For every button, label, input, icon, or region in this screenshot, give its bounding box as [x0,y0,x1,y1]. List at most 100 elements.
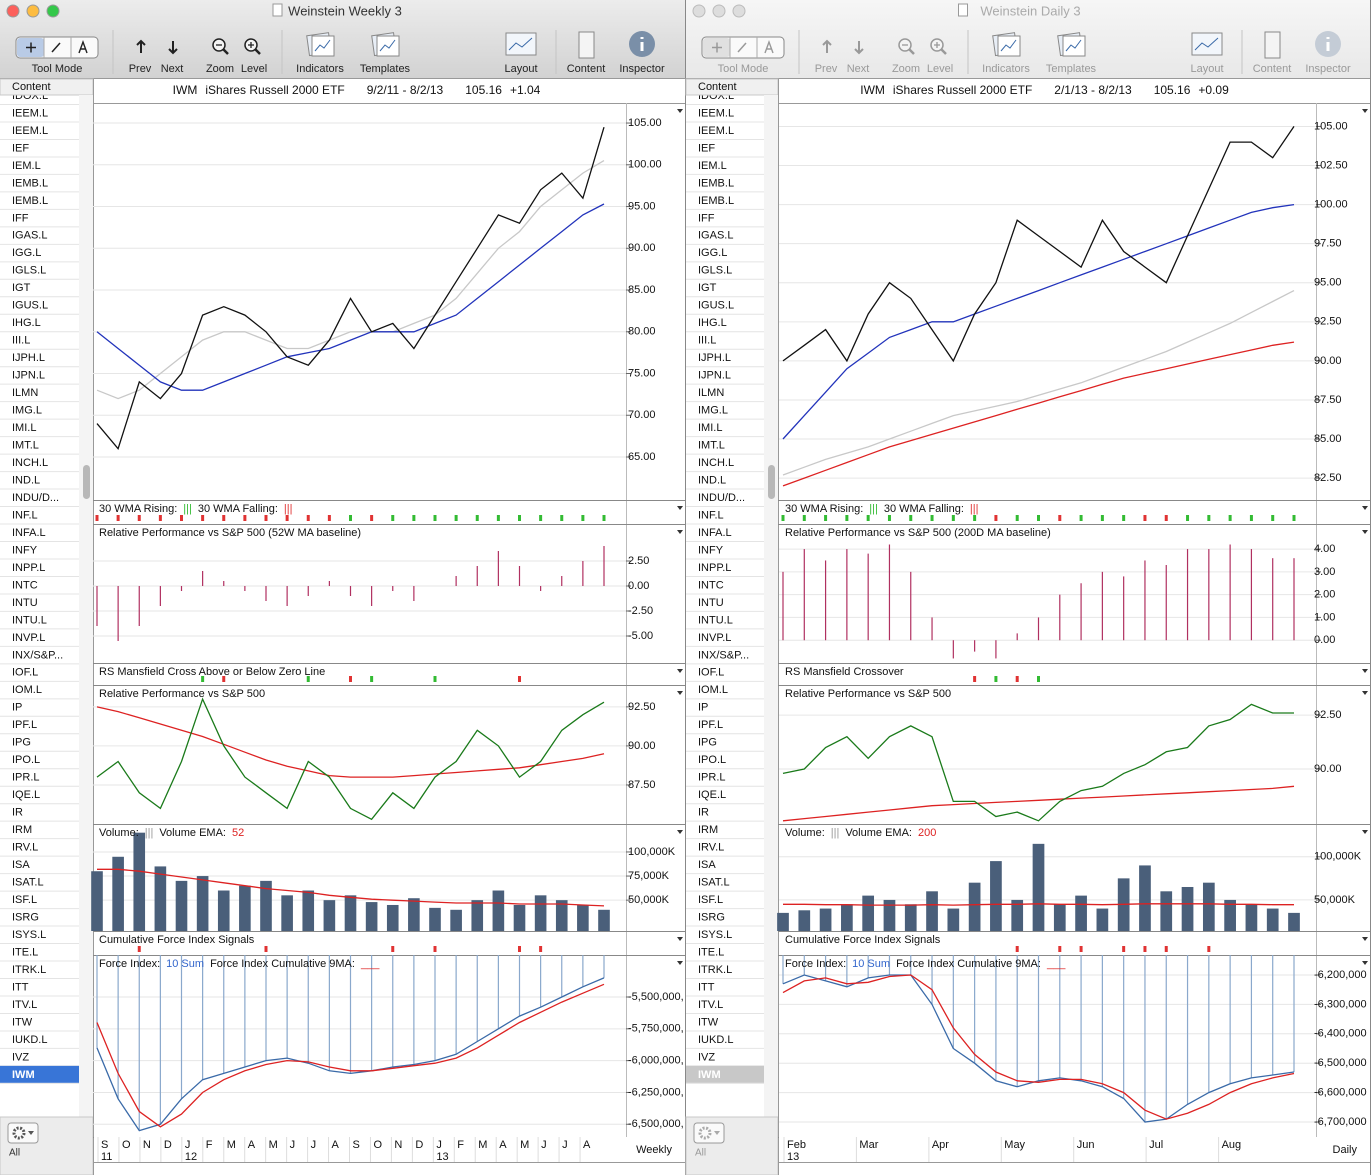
window-button[interactable] [692,4,706,18]
sidebar-item[interactable]: INFA.L [12,527,46,539]
sidebar-item[interactable]: IMT.L [12,440,39,452]
sidebar-item[interactable]: IND.L [698,474,726,486]
sidebar-item[interactable]: IEEM.L [698,107,734,119]
sidebar-item[interactable]: IGUS.L [698,300,734,312]
sidebar-item[interactable]: IGAS.L [698,230,733,242]
pane-menu-arrow[interactable] [677,830,683,834]
sidebar-item[interactable]: INFA.L [698,527,732,539]
sidebar-item[interactable]: ISAT.L [698,877,730,889]
sidebar-item[interactable]: IR [12,807,23,819]
sidebar-item[interactable]: IEEM.L [698,125,734,137]
sidebar-item[interactable]: ITRK.L [12,964,46,976]
sidebar-item[interactable]: IJPN.L [698,370,731,382]
sidebar-item[interactable]: IWM [12,1069,35,1081]
next-icon[interactable] [168,41,178,55]
sidebar-item[interactable]: IPR.L [12,772,40,784]
prev-icon[interactable] [822,39,832,53]
content-icon[interactable] [1264,31,1281,59]
sidebar-item[interactable]: IHG.L [12,317,41,329]
sidebar-item[interactable]: ISF.L [12,894,37,906]
sidebar-item[interactable]: INVP.L [12,632,45,644]
pane-menu-arrow[interactable] [1362,961,1368,965]
sidebar-item[interactable]: IHG.L [698,317,727,329]
pane-menu-arrow[interactable] [677,109,683,113]
sidebar-item[interactable]: IVZ [698,1051,715,1063]
sidebar-item[interactable]: IMT.L [698,440,725,452]
sidebar-item[interactable]: INDU/D... [12,492,59,504]
sidebar-item[interactable]: ILMN [698,387,724,399]
layout-icon[interactable] [505,32,537,56]
sidebar-item[interactable]: IGG.L [12,247,41,259]
sidebar-item[interactable]: IGT [698,282,717,294]
prev-icon[interactable] [136,39,146,53]
sidebar-item[interactable]: INTC [698,579,724,591]
pane-menu-arrow[interactable] [677,961,683,965]
window-button[interactable] [6,4,20,18]
sidebar-item[interactable]: ITV.L [12,999,37,1011]
sidebar-item[interactable]: IEEM.L [12,107,48,119]
sidebar-item[interactable]: INDU/D... [698,492,745,504]
sidebar-item[interactable]: IPO.L [698,754,726,766]
window-button[interactable] [732,4,746,18]
sidebar-item[interactable]: ISA [698,859,716,871]
sidebar-item[interactable]: IOM.L [698,684,728,696]
sidebar-item[interactable]: ILMN [12,387,38,399]
sidebar-item[interactable]: IND.L [12,474,40,486]
sidebar-item[interactable]: IEM.L [12,160,41,172]
pane-menu-arrow[interactable] [1362,830,1368,834]
pane-menu-arrow[interactable] [1362,669,1368,673]
pane-menu-arrow[interactable] [677,669,683,673]
sidebar-item[interactable]: INTU.L [12,614,47,626]
sidebar-item[interactable]: IEMB.L [12,177,48,189]
sidebar-item[interactable]: IRV.L [698,842,724,854]
sidebar-item[interactable]: ITV.L [698,999,723,1011]
sidebar-item[interactable]: IPG [12,737,31,749]
sidebar-item[interactable]: IGLS.L [698,265,732,277]
sidebar-item[interactable]: ISA [12,859,30,871]
sidebar-item[interactable]: IQE.L [698,789,726,801]
sidebar-item[interactable]: IR [698,807,709,819]
sidebar-item[interactable]: IEMB.L [698,177,734,189]
sidebar-item[interactable]: INFY [12,544,38,556]
sidebar-item[interactable]: INF.L [698,509,724,521]
pane-menu-arrow[interactable] [1362,691,1368,695]
sidebar-item[interactable]: IEM.L [698,160,727,172]
sidebar-item[interactable]: IGUS.L [12,300,48,312]
sidebar-item[interactable]: IEF [698,142,715,154]
sidebar-item[interactable]: INTU [12,597,38,609]
sidebar-item[interactable]: IRV.L [12,842,38,854]
period-label[interactable]: Weekly [636,1144,672,1156]
sidebar-item[interactable]: INCH.L [698,457,734,469]
sidebar-item[interactable]: IWM [698,1069,721,1081]
sidebar-item[interactable]: IPF.L [698,719,723,731]
sidebar-item[interactable]: IRM [698,824,718,836]
sidebar-item[interactable]: IJPH.L [12,352,45,364]
pane-menu-arrow[interactable] [677,937,683,941]
sidebar-item[interactable]: ITT [12,981,29,993]
sidebar-item[interactable]: ISRG [698,911,725,923]
sidebar-item[interactable]: IJPH.L [698,352,731,364]
sidebar-item[interactable]: IUKD.L [12,1034,47,1046]
sidebar-item[interactable]: IVZ [12,1051,29,1063]
sidebar-item[interactable]: IMI.L [698,422,722,434]
content-icon[interactable] [578,31,595,59]
sidebar-item[interactable]: III.L [698,335,716,347]
sidebar-item[interactable]: III.L [12,335,30,347]
sidebar-item[interactable]: INFY [698,544,724,556]
sidebar-item[interactable]: INVP.L [698,632,731,644]
sidebar-item[interactable]: ITE.L [698,946,724,958]
pane-menu-arrow[interactable] [677,506,683,510]
sidebar-item[interactable]: ISYS.L [698,929,732,941]
sidebar-item[interactable]: INTC [12,579,38,591]
sidebar-item[interactable]: IOF.L [12,667,38,679]
sidebar-item[interactable]: IP [12,702,22,714]
sidebar-item[interactable]: IPR.L [698,772,726,784]
sidebar-item[interactable]: INTU.L [698,614,733,626]
sidebar-item[interactable]: IMI.L [12,422,36,434]
sidebar-item[interactable]: IJPN.L [12,370,45,382]
sidebar-item[interactable]: IP [698,702,708,714]
sidebar-item[interactable]: IEF [12,142,29,154]
sidebar-item[interactable]: ITW [698,1016,719,1028]
sidebar-item[interactable]: IQE.L [12,789,40,801]
sidebar-item[interactable]: INX/S&P... [698,649,749,661]
